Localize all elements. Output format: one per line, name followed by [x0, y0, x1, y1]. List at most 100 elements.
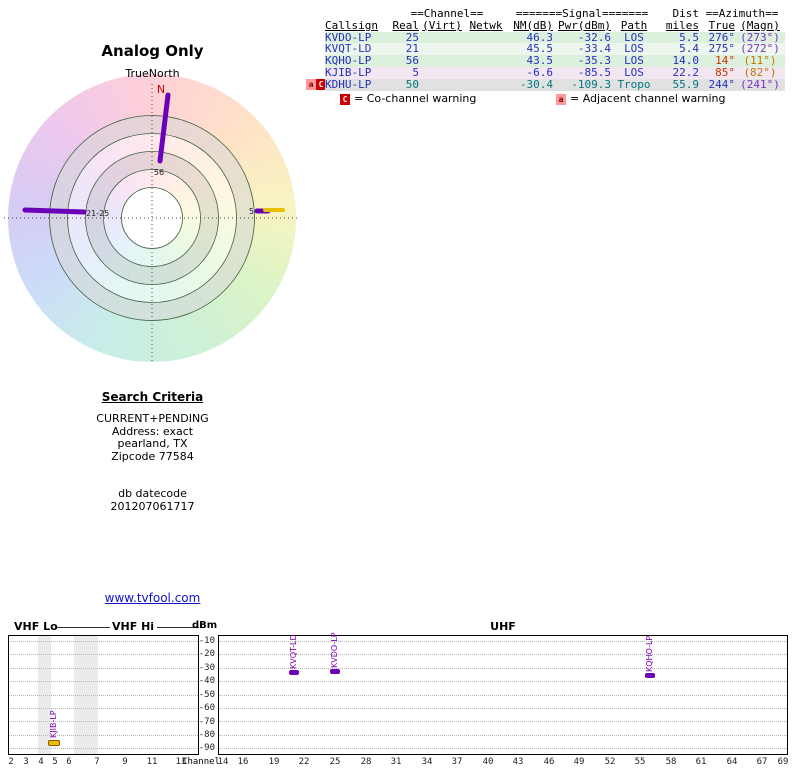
table-row: KVQT-LD 21 45.5 -33.4 LOS 5.4 275° (272°… [306, 43, 788, 56]
north-marker: N [157, 83, 165, 96]
y-tick: -10 [198, 636, 215, 646]
table-column-header-row: Callsign Real (Virt) Netwk NM(dB) Pwr(dB… [306, 20, 788, 32]
real-channel-cell: 56 [387, 55, 419, 67]
signal-marker-kqho [645, 673, 655, 678]
search-scope: CURRENT+PENDING [96, 412, 209, 425]
x-tick: 28 [360, 757, 372, 767]
callsign-cell: KJIB-LP [325, 66, 387, 79]
gridline [9, 748, 198, 749]
azimuth-magn-cell: (272°) [735, 43, 785, 56]
pointer-label-56: 56 [154, 168, 164, 177]
x-tick: 55 [634, 757, 646, 767]
real-channel-cell: 21 [387, 43, 419, 56]
search-city: pearland, TX [117, 437, 188, 450]
x-tick: 2 [8, 757, 14, 767]
station-table: ==Channel== =======Signal======= Dist ==… [306, 8, 788, 91]
y-tick: -50 [198, 690, 215, 700]
pwr-cell: -35.3 [553, 55, 611, 67]
legend-adjacent-channel: a = Adjacent channel warning [556, 93, 726, 105]
x-tick: 3 [23, 757, 29, 767]
miles-cell: 5.4 [657, 43, 699, 56]
x-tick: 61 [695, 757, 707, 767]
x-tick: 13 [175, 757, 187, 767]
group-header-azimuth: ==Azimuth== [705, 8, 779, 20]
pointer-channel-56 [157, 92, 171, 164]
real-channel-cell: 25 [387, 31, 419, 44]
gridline [9, 735, 198, 736]
azimuth-magn-cell: (82°) [735, 66, 785, 79]
gridline [219, 641, 787, 642]
path-cell: Tropo [611, 78, 657, 91]
col-header-path: Path [620, 19, 648, 32]
network-cell [465, 66, 507, 79]
callsign-cell: KVQT-LD [325, 43, 387, 56]
search-zipcode: Zipcode 77584 [111, 449, 194, 463]
adjacent-channel-legend-text: = Adjacent channel warning [570, 92, 726, 105]
x-tick: 5 [52, 757, 58, 767]
signal-marker-kjib [48, 740, 60, 746]
group-header-channel: ==Channel== [410, 8, 484, 20]
x-tick: 40 [482, 757, 494, 767]
real-channel-cell: 5 [387, 66, 419, 79]
callsign-col-spacer [325, 8, 387, 20]
db-datecode-label: db datecode [118, 487, 187, 500]
group-header-dist: Dist [672, 8, 700, 20]
network-cell [465, 55, 507, 67]
gridline [219, 695, 787, 696]
azimuth-true-cell: 275° [699, 43, 735, 56]
band-label-vhf-lo: VHF Lo [14, 620, 58, 633]
spectrum-callsign-label: KVQT-LD [289, 634, 298, 669]
co-channel-warning-badge: C [316, 79, 325, 91]
adjacent-channel-warning-badge: a [306, 79, 316, 91]
search-criteria-heading: Search Criteria [101, 390, 204, 404]
x-tick: 9 [122, 757, 128, 767]
gridline [219, 721, 787, 722]
search-criteria: CURRENT+PENDING Address: exact pearland,… [60, 412, 245, 463]
band-label-uhf: UHF [490, 620, 516, 633]
pwr-cell: -33.4 [553, 43, 611, 56]
pointer-label-5: 5 [249, 207, 254, 216]
gridline [9, 681, 198, 682]
x-tick: 19 [268, 757, 280, 767]
virt-channel-cell [419, 55, 465, 67]
warning-cell [306, 32, 325, 44]
x-tick: 7 [94, 757, 100, 767]
y-tick: -70 [198, 717, 215, 727]
azimuth-true-cell: 244° [699, 78, 735, 91]
gridline [219, 708, 787, 709]
azimuth-magn-cell: (241°) [735, 78, 785, 91]
y-tick: -20 [198, 649, 215, 659]
db-datecode-value: 201207061717 [110, 499, 195, 513]
dbm-axis-label: dBm [192, 620, 218, 631]
col-header-virt: (Virt) [422, 19, 462, 32]
callsign-cell: KDHU-LP [325, 78, 387, 91]
radar-plot: N 56 21-25 5 [4, 83, 300, 362]
y-tick: -80 [198, 730, 215, 740]
tvfool-link[interactable]: www.tvfool.com [104, 591, 201, 605]
col-header-nm: NM(dB) [513, 19, 553, 32]
pwr-cell: -109.3 [553, 78, 611, 91]
gridline [9, 721, 198, 722]
x-tick: 46 [543, 757, 555, 767]
gridline [219, 681, 787, 682]
radar-crosshair [4, 84, 300, 362]
pwr-cell: -85.5 [553, 66, 611, 79]
spectrum-callsign-label: KVDO-LP [330, 632, 339, 668]
gridline [9, 708, 198, 709]
table-row: KVDO-LP 25 46.3 -32.6 LOS 5.5 276° (273°… [306, 31, 788, 44]
miles-cell: 22.2 [657, 66, 699, 79]
network-cell [465, 31, 507, 44]
pointer-channel-21-25 [22, 207, 87, 215]
gridline [9, 654, 198, 655]
nm-cell: 45.5 [507, 43, 553, 56]
col-header-real: Real [392, 19, 420, 32]
warning-cell [306, 55, 325, 67]
table-group-header-row: ==Channel== =======Signal======= Dist ==… [306, 8, 788, 20]
nm-cell: 46.3 [507, 31, 553, 44]
table-row: KJIB-LP 5 -6.6 -85.5 LOS 22.2 85° (82°) [306, 66, 788, 79]
group-header-signal: =======Signal======= [515, 8, 649, 20]
azimuth-true-cell: 276° [699, 31, 735, 44]
co-channel-legend-text: = Co-channel warning [354, 92, 477, 105]
band-divider-line [157, 627, 199, 628]
